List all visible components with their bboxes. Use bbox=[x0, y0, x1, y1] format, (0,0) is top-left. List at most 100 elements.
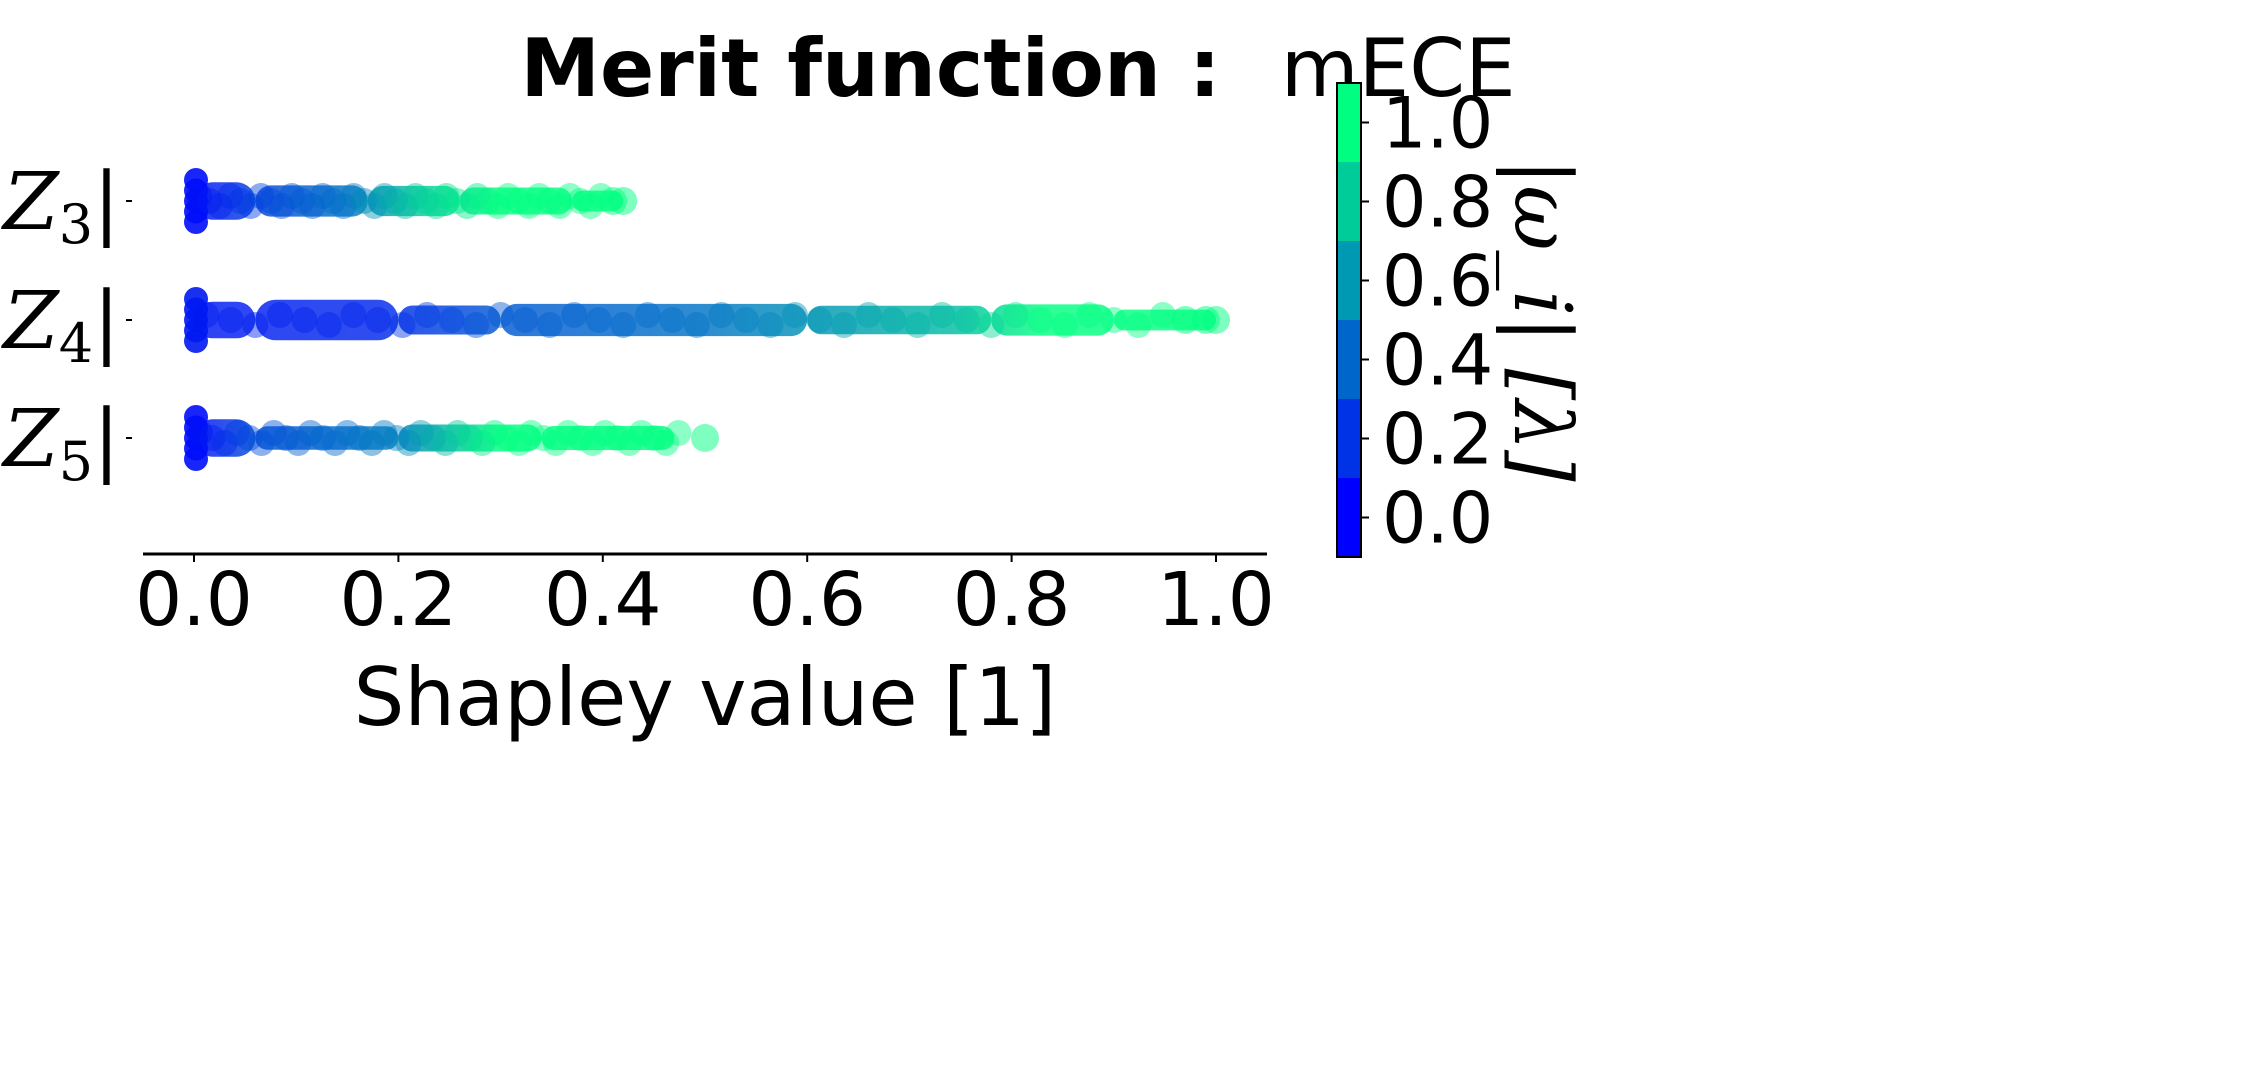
swarm-point bbox=[515, 193, 542, 219]
swarm-point bbox=[665, 420, 692, 446]
swarm-point bbox=[484, 193, 511, 219]
swarm-point bbox=[237, 193, 264, 219]
swarm-point bbox=[242, 312, 269, 338]
colorbar-band bbox=[1337, 478, 1361, 557]
swarm-point bbox=[1149, 302, 1176, 328]
swarm-point bbox=[505, 430, 532, 456]
y-tick-label: |Z4| bbox=[0, 274, 120, 375]
swarm-point bbox=[346, 425, 373, 451]
swarm-point bbox=[320, 188, 347, 214]
swarm-point bbox=[757, 312, 784, 338]
swarm-point bbox=[184, 447, 208, 471]
swarm-point bbox=[781, 302, 808, 328]
swarm-point bbox=[929, 302, 956, 328]
swarm-point bbox=[610, 312, 637, 338]
swarm-point bbox=[555, 420, 582, 446]
swarm-point bbox=[708, 302, 735, 328]
swarm-point bbox=[880, 307, 907, 333]
swarm-point bbox=[567, 188, 594, 214]
swarm-point bbox=[616, 430, 643, 456]
swarm-point bbox=[512, 307, 539, 333]
swarm-point bbox=[495, 183, 522, 209]
swarm-point bbox=[199, 425, 226, 451]
feature-swarm-5 bbox=[184, 405, 719, 471]
x-tick-label: 0.0 bbox=[135, 557, 253, 643]
swarm-point bbox=[830, 312, 857, 338]
colorbar: 0.00.20.40.60.81.0 |ω_i| [λ] bbox=[1336, 82, 1589, 560]
colorbar-tick-label: 0.2 bbox=[1382, 399, 1493, 481]
swarm-point bbox=[381, 188, 408, 214]
y-tick-label: |Z5| bbox=[0, 392, 120, 493]
swarm-point bbox=[211, 430, 238, 456]
swarm-point bbox=[423, 193, 450, 219]
colorbar-tick-label: 1.0 bbox=[1382, 83, 1493, 165]
x-tick-label: 1.0 bbox=[1157, 557, 1275, 643]
swarm-point bbox=[567, 425, 594, 451]
swarm-point bbox=[561, 302, 588, 328]
swarm-point bbox=[223, 420, 250, 446]
swarm-point bbox=[469, 430, 496, 456]
colorbar-tick-label: 0.4 bbox=[1382, 320, 1493, 402]
swarm-point bbox=[322, 430, 349, 456]
colorbar-band bbox=[1337, 83, 1361, 162]
swarm-point bbox=[453, 193, 480, 219]
swarm-point bbox=[309, 425, 336, 451]
feature-swarm-4 bbox=[184, 287, 1230, 353]
swarm-band bbox=[194, 182, 256, 220]
swarm-point bbox=[1125, 312, 1152, 338]
swarm-band bbox=[991, 304, 1114, 336]
swarm-point bbox=[585, 307, 612, 333]
colorbar-tick-label: 0.8 bbox=[1382, 162, 1493, 244]
swarm-point bbox=[361, 193, 388, 219]
swarm-point bbox=[285, 430, 312, 456]
swarm-point bbox=[340, 183, 367, 209]
swarm-point bbox=[272, 425, 299, 451]
swarm-point bbox=[371, 183, 398, 209]
swarm-point bbox=[806, 307, 833, 333]
swarm-point bbox=[487, 302, 514, 328]
swarm-point bbox=[412, 188, 439, 214]
swarm-point bbox=[350, 188, 377, 214]
swarm-point bbox=[1076, 302, 1103, 328]
swarm-band bbox=[194, 301, 256, 339]
swarm-point bbox=[530, 425, 557, 451]
swarm-point bbox=[659, 307, 686, 333]
swarm-point bbox=[1027, 307, 1054, 333]
swarm-point bbox=[579, 430, 606, 456]
x-axis: 0.0 0.2 0.4 0.6 0.8 1.0 Shapley value [1] bbox=[135, 552, 1275, 744]
swarm-band bbox=[807, 305, 992, 335]
swarm-band bbox=[255, 426, 399, 450]
swarm-point bbox=[268, 193, 295, 219]
swarm-band bbox=[398, 305, 501, 335]
swarm-point bbox=[186, 183, 213, 209]
colorbar-label: |ω_i| [λ] bbox=[1496, 158, 1589, 482]
swarm-point bbox=[248, 430, 275, 456]
colorbar-band bbox=[1337, 399, 1361, 478]
colorbar-band bbox=[1337, 320, 1361, 399]
swarm-point bbox=[389, 312, 416, 338]
swarm-point bbox=[383, 425, 410, 451]
swarm-point bbox=[536, 312, 563, 338]
swarm-point bbox=[456, 425, 483, 451]
swarm-point bbox=[258, 188, 285, 214]
x-axis-label: Shapley value [1] bbox=[354, 651, 1057, 744]
swarm-point bbox=[978, 312, 1005, 338]
swarm-band bbox=[398, 424, 542, 452]
swarm-layer bbox=[184, 168, 1230, 471]
swarm-point bbox=[184, 210, 208, 234]
swarm-band bbox=[194, 419, 256, 457]
swarm-point bbox=[315, 312, 342, 338]
colorbar-band bbox=[1337, 162, 1361, 241]
swarm-point bbox=[371, 420, 398, 446]
colorbar-tick-label: 0.0 bbox=[1382, 478, 1493, 560]
swarm-point bbox=[217, 307, 244, 333]
swarm-point bbox=[433, 183, 460, 209]
swarm-point bbox=[443, 188, 470, 214]
swarm-outlier bbox=[609, 187, 638, 215]
swarm-point bbox=[247, 183, 274, 209]
chart-title-bold: Merit function : bbox=[520, 22, 1221, 115]
swarm-band bbox=[255, 299, 399, 341]
y-axis: |Z3| |Z4| |Z5| bbox=[0, 155, 132, 493]
